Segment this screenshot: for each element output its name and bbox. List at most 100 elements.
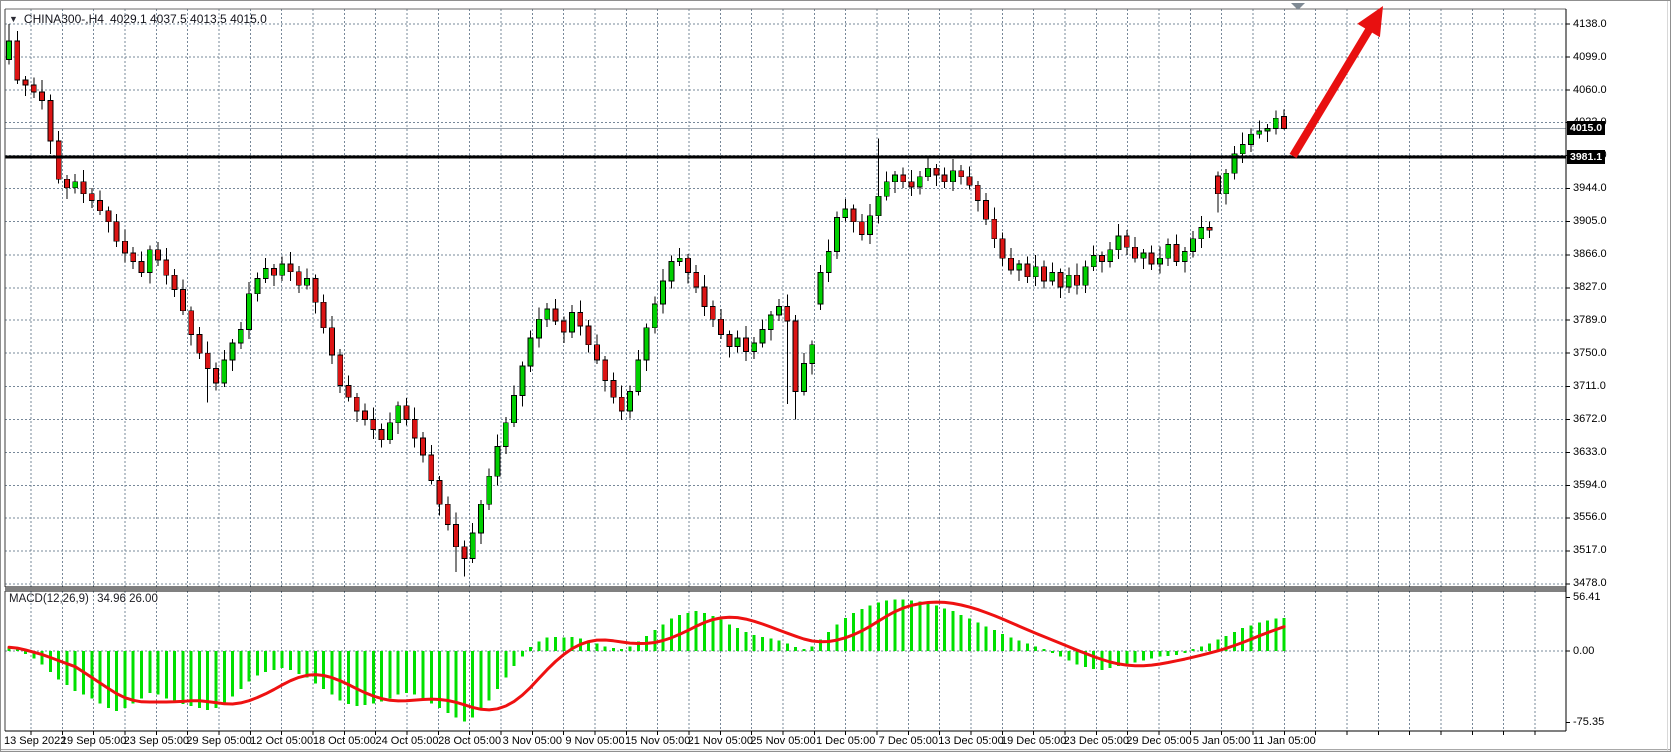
macd-histogram-bar (272, 651, 276, 670)
bear-candle (80, 181, 87, 195)
bottom-strip (1, 749, 1670, 751)
bear-candle (105, 210, 112, 223)
time-tick-label: 18 Oct 05:00 (312, 735, 376, 747)
macd-histogram-bar (1117, 651, 1121, 667)
macd-histogram-bar (611, 648, 615, 651)
macd-histogram-bar (794, 647, 798, 651)
bull-candle (1032, 266, 1039, 278)
bear-candle (345, 385, 352, 398)
macd-histogram-bar (363, 651, 367, 706)
macd-histogram-group (7, 599, 1286, 722)
bull-candle (1107, 249, 1114, 262)
bear-candle (1173, 244, 1180, 262)
bear-candle (444, 503, 451, 526)
macd-signal-line (7, 600, 1286, 712)
bear-candle (1057, 272, 1064, 288)
bear-candle (188, 310, 195, 335)
bull-candle (875, 195, 882, 217)
bull-candle (237, 329, 244, 344)
bull-candle (478, 503, 484, 534)
time-tick-label: 3 Nov 05:00 (502, 735, 562, 747)
time-tick-label: 29 Sep 05:00 (186, 735, 252, 747)
bull-candle (494, 446, 501, 477)
bull-candle (1239, 144, 1246, 155)
macd-histogram-bar (777, 640, 781, 651)
bear-candle (370, 418, 377, 430)
bear-candle (55, 140, 62, 180)
macd-histogram-bar (661, 624, 665, 651)
trend-arrow[interactable] (1289, 6, 1383, 159)
macd-histogram-bar (40, 651, 44, 665)
price-tick-label: 3827.0 (1573, 281, 1607, 294)
macd-histogram-bar (355, 651, 359, 707)
bull-candle (817, 272, 824, 305)
bear-candle (610, 379, 617, 398)
bear-candle (850, 208, 857, 223)
macd-histogram-bar (967, 618, 971, 651)
bear-candle (792, 320, 799, 392)
bull-candle (229, 342, 236, 361)
bull-candle (1140, 252, 1147, 259)
bear-candle (1132, 246, 1138, 259)
bull-candle (1264, 127, 1271, 132)
macd-histogram-bar (719, 619, 723, 651)
macd-histogram-bar (653, 630, 657, 651)
bear-candle (64, 178, 70, 189)
macd-histogram-bar (462, 651, 466, 722)
bear-candle (320, 301, 327, 329)
bear-candle (701, 286, 708, 307)
macd-histogram-bar (48, 651, 52, 672)
bear-candle (428, 454, 435, 481)
macd-histogram-bar (156, 651, 160, 695)
macd-histogram-bar (1141, 651, 1145, 661)
bull-candle (1272, 117, 1279, 129)
bear-candle (941, 174, 948, 183)
macd-histogram-bar (1266, 620, 1270, 651)
bull-candle (643, 327, 650, 361)
macd-histogram-bar (496, 651, 500, 689)
macd-histogram-bar (1208, 643, 1212, 651)
bull-candle (569, 312, 575, 333)
bull-candle (1157, 257, 1163, 265)
macd-histogram-bar (727, 624, 731, 651)
macd-histogram-bar (330, 651, 334, 695)
bear-candle (179, 289, 186, 312)
bear-candle (966, 176, 973, 186)
macd-histogram-bar (1108, 651, 1112, 669)
bear-candle (1123, 235, 1130, 248)
macd-histogram-bar (413, 651, 417, 695)
macd-histogram-bar (885, 600, 889, 651)
current-price-badge: 4015.0 (1567, 121, 1606, 136)
trend-arrow-head (1357, 6, 1383, 38)
macd-histogram-bar (876, 602, 880, 651)
bull-candle (950, 170, 956, 183)
bear-candle (1007, 257, 1014, 271)
macd-histogram-bar (1034, 646, 1038, 651)
bear-candle (453, 524, 460, 548)
macd-histogram-bar (338, 651, 342, 701)
macd-name-label: MACD(12,26,9) (9, 593, 89, 605)
price-tick-label: 3905.0 (1573, 215, 1607, 228)
time-tick-label: 15 Nov 05:00 (624, 735, 691, 747)
macd-histogram-bar (769, 638, 773, 651)
macd-histogram-bar (231, 651, 235, 697)
bull-candle (800, 362, 807, 392)
price-tick-label: 3750.0 (1573, 346, 1607, 359)
bull-candle (883, 181, 890, 197)
bear-candle (577, 312, 584, 327)
macd-histogram-bar (471, 651, 475, 718)
macd-histogram-bar (173, 651, 177, 702)
bar-shift-marker-icon (1291, 3, 1305, 10)
macd-histogram-bar (1133, 651, 1137, 663)
macd-histogram-bar (587, 641, 591, 651)
macd-tick-label: 56.41 (1573, 590, 1601, 603)
macd-histogram-bar (1199, 646, 1203, 651)
macd-histogram-bar (893, 599, 897, 651)
macd-histogram-bar (785, 643, 789, 651)
macd-histogram-bar (197, 651, 201, 708)
bear-candle (718, 318, 724, 335)
macd-histogram-bar (446, 651, 450, 713)
time-tick-label: 9 Nov 05:00 (565, 735, 625, 747)
macd-histogram-bar (139, 651, 143, 699)
